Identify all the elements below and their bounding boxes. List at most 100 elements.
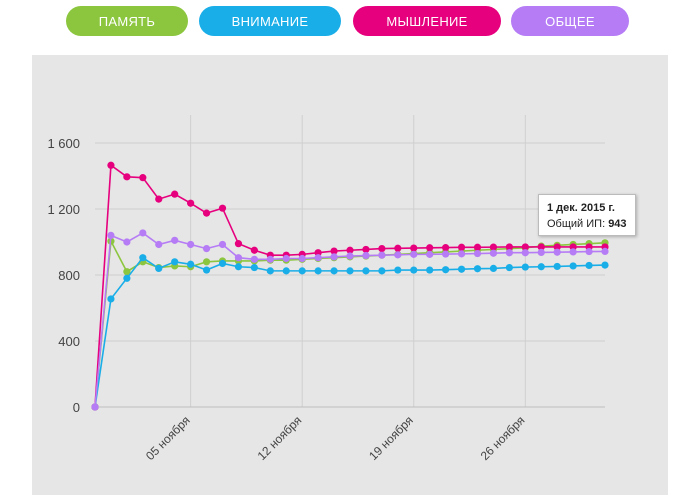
data-point-attention xyxy=(457,265,466,273)
data-point-overall xyxy=(362,251,370,260)
tab-overall-label: ОБЩЕЕ xyxy=(545,13,595,29)
data-point-attention xyxy=(394,266,402,274)
x-tick-label: 26 ноября xyxy=(478,413,528,463)
data-point-attention xyxy=(505,263,513,272)
data-point-overall xyxy=(426,250,434,258)
data-point-attention xyxy=(489,264,498,272)
data-point-attention xyxy=(585,261,593,270)
data-point-attention xyxy=(266,267,274,275)
data-point-overall xyxy=(171,236,179,244)
data-point-overall xyxy=(91,403,99,411)
data-point-overall xyxy=(537,248,545,256)
data-point-thinking xyxy=(330,247,338,255)
data-point-overall xyxy=(489,249,498,257)
data-point-overall xyxy=(266,255,274,263)
data-point-overall xyxy=(521,249,529,257)
data-point-attention xyxy=(139,254,147,262)
data-point-attention xyxy=(298,267,306,275)
data-point-thinking xyxy=(218,204,227,212)
y-tick-label: 1 600 xyxy=(47,136,80,151)
data-point-attention xyxy=(426,266,434,274)
tooltip-label: Общий ИП: xyxy=(547,218,606,230)
data-point-attention xyxy=(569,262,577,270)
x-tick-label: 05 ноября xyxy=(143,413,193,463)
data-point-attention xyxy=(187,260,195,268)
data-point-overall xyxy=(410,250,418,258)
y-tick-label: 0 xyxy=(73,400,80,415)
data-point-thinking xyxy=(394,244,402,252)
data-point-attention xyxy=(250,263,258,272)
data-point-overall xyxy=(107,231,115,239)
data-point-overall xyxy=(442,250,450,258)
data-point-attention xyxy=(553,262,561,271)
tooltip-date: 1 дек. 2015 г. xyxy=(547,202,615,214)
data-point-attention xyxy=(537,263,545,271)
data-point-overall xyxy=(569,248,577,256)
data-point-overall xyxy=(505,249,513,257)
data-point-attention xyxy=(378,267,386,275)
data-point-attention xyxy=(282,267,290,275)
data-point-thinking xyxy=(473,243,482,251)
data-point-overall xyxy=(202,245,211,253)
data-point-overall xyxy=(457,250,466,258)
data-point-thinking xyxy=(505,243,513,251)
data-point-thinking xyxy=(553,243,561,251)
data-point-thinking xyxy=(234,240,243,248)
data-point-overall xyxy=(282,254,290,263)
data-point-overall xyxy=(139,229,147,237)
data-point-overall xyxy=(218,240,227,249)
data-point-thinking xyxy=(171,190,179,198)
tab-attention[interactable]: ВНИМАНИЕ xyxy=(199,6,341,36)
data-point-thinking xyxy=(537,243,545,251)
data-point-thinking xyxy=(569,243,577,251)
data-point-thinking xyxy=(457,243,466,251)
tab-attention-label: ВНИМАНИЕ xyxy=(231,13,309,29)
category-tabs: ПАМЯТЬ ВНИМАНИЕ МЫШЛЕНИЕ ОБЩЕЕ xyxy=(0,6,690,38)
x-tick-label: 12 ноября xyxy=(255,413,305,463)
data-point-overall xyxy=(585,247,593,256)
data-point-thinking xyxy=(378,245,386,253)
data-point-attention xyxy=(123,274,131,282)
data-point-attention xyxy=(107,295,115,303)
data-point-overall xyxy=(378,251,386,259)
data-point-attention xyxy=(442,266,450,274)
data-point-thinking xyxy=(250,246,258,254)
data-point-overall xyxy=(473,249,482,258)
tab-memory[interactable]: ПАМЯТЬ xyxy=(66,6,188,36)
data-point-attention xyxy=(346,267,354,275)
data-point-overall xyxy=(601,247,609,256)
data-point-thinking xyxy=(314,249,322,257)
tooltip-value: 943 xyxy=(608,218,627,230)
data-point-overall xyxy=(250,255,258,263)
tab-thinking-label: МЫШЛЕНИЕ xyxy=(386,13,468,29)
data-point-thinking xyxy=(155,195,163,203)
data-point-memory xyxy=(123,268,131,276)
y-tick-label: 800 xyxy=(58,268,80,283)
data-point-attention xyxy=(314,267,322,275)
data-point-overall xyxy=(314,254,322,262)
data-point-overall xyxy=(298,254,306,263)
data-point-attention xyxy=(410,266,418,274)
data-point-attention xyxy=(362,267,370,275)
data-point-overall xyxy=(234,254,243,262)
data-point-attention xyxy=(202,266,211,274)
data-point-overall xyxy=(187,240,195,249)
data-point-thinking xyxy=(426,244,434,252)
data-point-attention xyxy=(473,265,482,273)
y-tick-label: 400 xyxy=(58,334,80,349)
data-point-attention xyxy=(171,258,179,266)
data-point-thinking xyxy=(362,245,370,254)
tab-thinking[interactable]: МЫШЛЕНИЕ xyxy=(353,6,501,36)
data-point-attention xyxy=(601,261,609,269)
data-point-overall xyxy=(123,238,131,246)
data-point-attention xyxy=(155,264,163,272)
tab-overall[interactable]: ОБЩЕЕ xyxy=(511,6,629,36)
data-point-overall xyxy=(394,251,402,259)
data-point-attention xyxy=(234,263,243,271)
series-line-attention xyxy=(94,256,606,408)
data-point-attention xyxy=(218,259,227,268)
data-point-thinking xyxy=(123,173,131,181)
data-point-thinking xyxy=(187,199,195,207)
data-point-overall xyxy=(155,240,163,249)
